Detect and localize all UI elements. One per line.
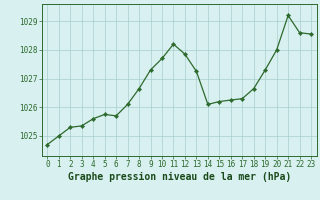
X-axis label: Graphe pression niveau de la mer (hPa): Graphe pression niveau de la mer (hPa) <box>68 172 291 182</box>
